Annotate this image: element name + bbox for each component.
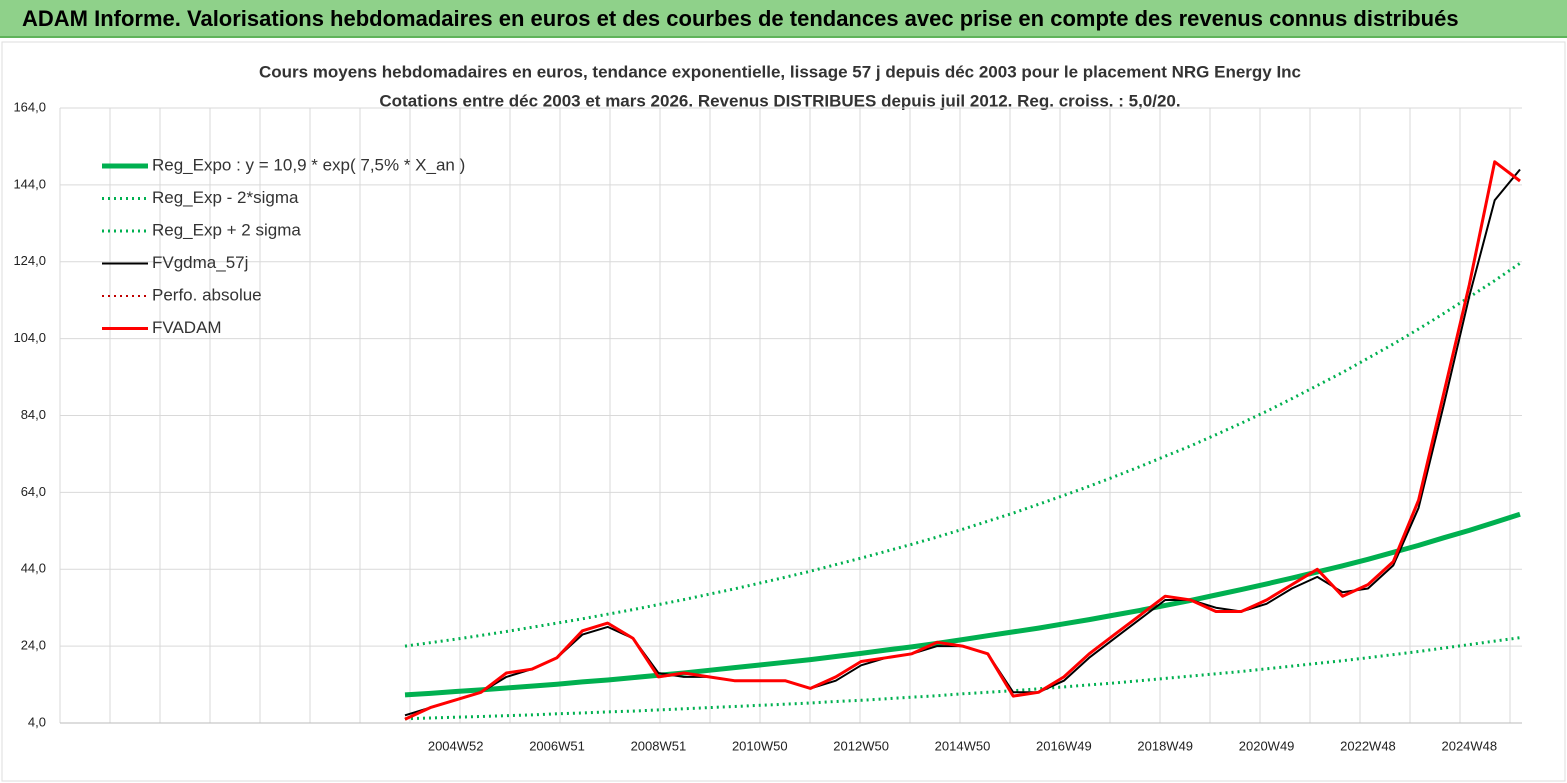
x-tick-label: 2004W52 bbox=[428, 738, 484, 753]
y-tick-label: 104,0 bbox=[13, 330, 46, 345]
chart-title: Cours moyens hebdomadaires en euros, ten… bbox=[259, 62, 1301, 81]
legend-label: FVADAM bbox=[152, 318, 222, 337]
legend-label: FVgdma_57j bbox=[152, 253, 248, 272]
chart-subtitle: Cotations entre déc 2003 et mars 2026. R… bbox=[379, 91, 1180, 110]
legend-label: Reg_Exp + 2 sigma bbox=[152, 220, 301, 239]
series-line bbox=[404, 262, 1521, 648]
x-tick-label: 2008W51 bbox=[631, 738, 687, 753]
legend-label: Reg_Exp - 2*sigma bbox=[152, 188, 299, 207]
series-line bbox=[404, 511, 1521, 698]
x-tick-label: 2014W50 bbox=[935, 738, 991, 753]
y-tick-label: 4,0 bbox=[28, 714, 46, 729]
x-tick-label: 2024W48 bbox=[1441, 738, 1497, 753]
legend-label: Reg_Expo : y = 10,9 * exp( 7,5% * X_an ) bbox=[152, 155, 465, 174]
y-tick-label: 144,0 bbox=[13, 176, 46, 191]
chart-frame bbox=[1, 41, 1566, 782]
x-tick-label: 2016W49 bbox=[1036, 738, 1092, 753]
y-tick-label: 124,0 bbox=[13, 253, 46, 268]
legend-label: Perfo. absolue bbox=[152, 285, 262, 304]
banner-title: ADAM Informe. Valorisations hebdomadaire… bbox=[0, 0, 1567, 38]
series-line bbox=[404, 636, 1521, 721]
chart: Cours moyens hebdomadaires en euros, ten… bbox=[1, 41, 1566, 782]
x-tick-label: 2022W48 bbox=[1340, 738, 1396, 753]
y-tick-label: 164,0 bbox=[13, 99, 46, 114]
y-tick-label: 64,0 bbox=[21, 484, 46, 499]
x-tick-label: 2010W50 bbox=[732, 738, 788, 753]
y-tick-label: 24,0 bbox=[21, 638, 46, 653]
x-tick-label: 2018W49 bbox=[1137, 738, 1193, 753]
x-tick-label: 2006W51 bbox=[529, 738, 585, 753]
series-line bbox=[404, 160, 1521, 721]
y-tick-label: 84,0 bbox=[21, 407, 46, 422]
x-tick-label: 2012W50 bbox=[833, 738, 889, 753]
y-tick-label: 44,0 bbox=[21, 561, 46, 576]
x-tick-label: 2020W49 bbox=[1239, 738, 1295, 753]
